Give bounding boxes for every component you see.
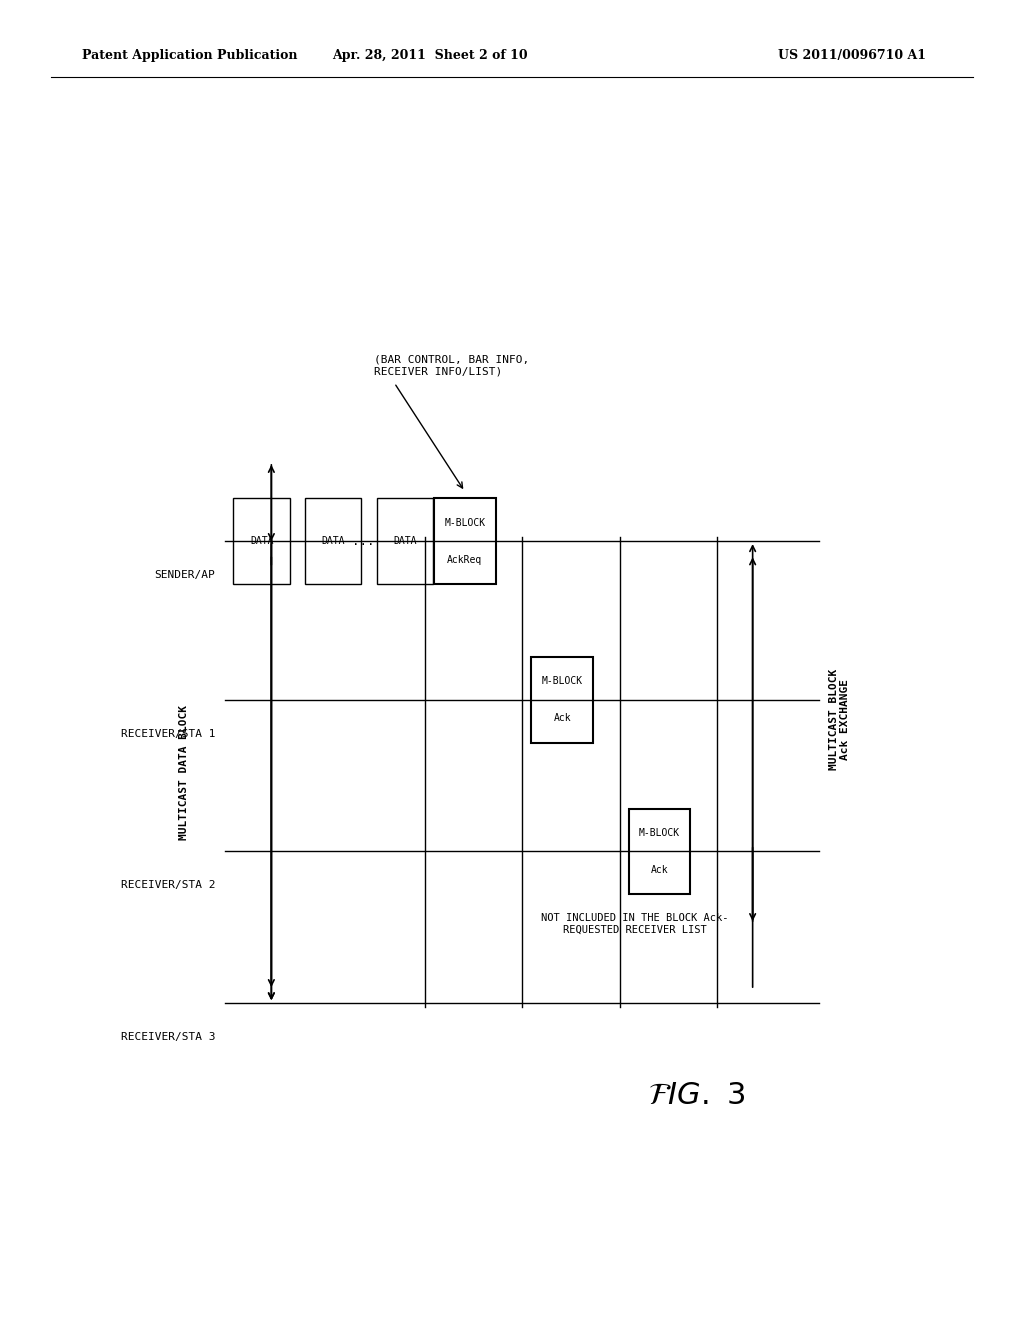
Text: DATA: DATA [322, 536, 345, 546]
Text: (BAR CONTROL, BAR INFO,
RECEIVER INFO/LIST): (BAR CONTROL, BAR INFO, RECEIVER INFO/LI… [374, 355, 529, 376]
Bar [629, 808, 690, 895]
Text: Ack: Ack [650, 865, 669, 875]
Text: Ack: Ack [553, 713, 571, 723]
Bar [305, 498, 361, 583]
Text: M-BLOCK: M-BLOCK [639, 828, 680, 838]
Bar [233, 498, 290, 583]
Bar [434, 498, 496, 583]
Text: M-BLOCK: M-BLOCK [542, 676, 583, 686]
Text: US 2011/0096710 A1: US 2011/0096710 A1 [778, 49, 927, 62]
Text: RECEIVER/STA 1: RECEIVER/STA 1 [121, 729, 215, 739]
Text: RECEIVER/STA 2: RECEIVER/STA 2 [121, 880, 215, 891]
Text: AckReq: AckReq [447, 554, 482, 565]
Bar [531, 657, 593, 742]
Text: DATA: DATA [250, 536, 273, 546]
Text: Apr. 28, 2011  Sheet 2 of 10: Apr. 28, 2011 Sheet 2 of 10 [332, 49, 528, 62]
Text: Patent Application Publication: Patent Application Publication [82, 49, 297, 62]
Text: ...: ... [352, 535, 375, 548]
Text: MULTICAST BLOCK
Ack EXCHANGE: MULTICAST BLOCK Ack EXCHANGE [828, 669, 851, 770]
Text: DATA: DATA [393, 536, 417, 546]
Text: RECEIVER/STA 3: RECEIVER/STA 3 [121, 1032, 215, 1043]
Text: MULTICAST DATA BLOCK: MULTICAST DATA BLOCK [179, 705, 189, 840]
Text: M-BLOCK: M-BLOCK [444, 517, 485, 528]
Text: SENDER/AP: SENDER/AP [155, 570, 215, 581]
Text: NOT INCLUDED IN THE BLOCK Ack-
REQUESTED RECEIVER LIST: NOT INCLUDED IN THE BLOCK Ack- REQUESTED… [541, 913, 729, 935]
Bar [377, 498, 433, 583]
Text: $\mathcal{F}IG.\ 3$: $\mathcal{F}IG.\ 3$ [648, 1081, 744, 1110]
